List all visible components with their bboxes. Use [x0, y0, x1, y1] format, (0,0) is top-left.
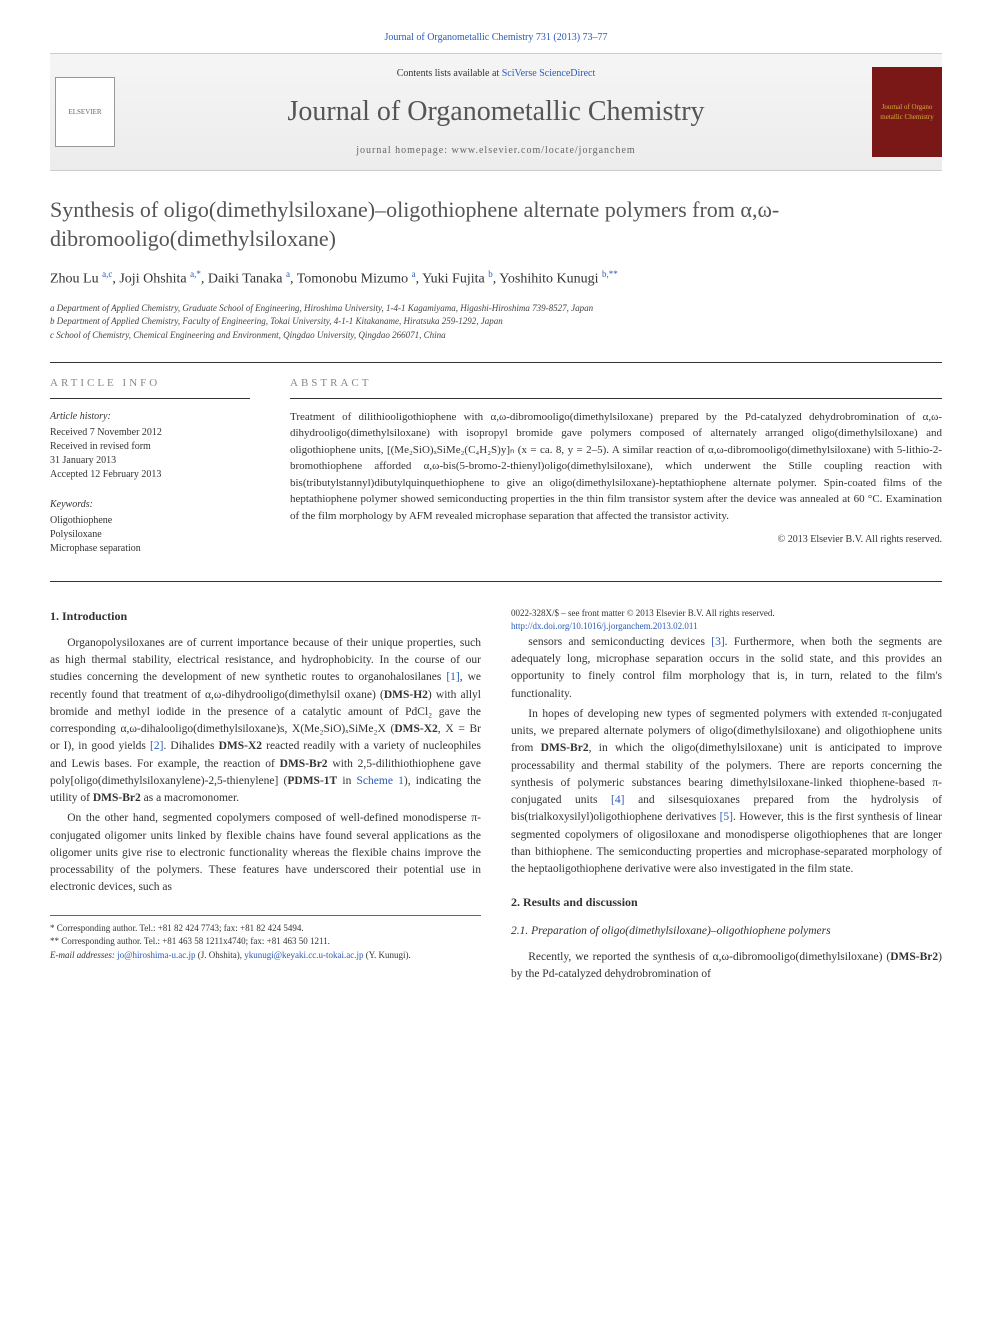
abstract-text: Treatment of dilithiooligothiophene with…	[290, 409, 942, 525]
keyword-3: Microphase separation	[50, 542, 250, 556]
footnote-corr-2: ** Corresponding author. Tel.: +81 463 5…	[50, 935, 481, 949]
journal-citation: Journal of Organometallic Chemistry 731 …	[50, 30, 942, 45]
body-two-column: 1. Introduction Organopolysiloxanes are …	[50, 607, 942, 983]
keywords-label: Keywords:	[50, 497, 250, 512]
sciencedirect-link[interactable]: SciVerse ScienceDirect	[502, 68, 596, 79]
article-title: Synthesis of oligo(dimethylsiloxane)–oli…	[50, 196, 942, 253]
footnote-corr-1: * Corresponding author. Tel.: +81 82 424…	[50, 922, 481, 936]
info-abstract-row: ARTICLE INFO Article history: Received 7…	[50, 375, 942, 556]
affiliation-list: a Department of Applied Chemistry, Gradu…	[50, 302, 942, 343]
publisher-logo-region: ELSEVIER	[50, 72, 120, 152]
footer-meta: 0022-328X/$ – see front matter © 2013 El…	[511, 607, 942, 634]
journal-homepage: journal homepage: www.elsevier.com/locat…	[120, 143, 872, 158]
author-list: Zhou Lu a,c, Joji Ohshita a,*, Daiki Tan…	[50, 268, 942, 290]
intro-para-3: sensors and semiconducting devices [3]. …	[511, 634, 942, 703]
body-divider	[50, 581, 942, 582]
abstract-column: ABSTRACT Treatment of dilithiooligothiop…	[290, 375, 942, 556]
intro-para-4: In hopes of developing new types of segm…	[511, 706, 942, 879]
corresponding-author-footnotes: * Corresponding author. Tel.: +81 82 424…	[50, 915, 481, 963]
intro-para-2: On the other hand, segmented copolymers …	[50, 810, 481, 896]
journal-name: Journal of Organometallic Chemistry	[120, 91, 872, 133]
intro-para-1: Organopolysiloxanes are of current impor…	[50, 635, 481, 808]
article-info-column: ARTICLE INFO Article history: Received 7…	[50, 375, 250, 556]
article-history-label: Article history:	[50, 409, 250, 424]
journal-cover-thumbnail[interactable]: Journal of Organo metallic Chemistry	[872, 67, 942, 157]
affiliation-b: b Department of Applied Chemistry, Facul…	[50, 315, 942, 329]
elsevier-logo[interactable]: ELSEVIER	[55, 77, 115, 147]
contents-available: Contents lists available at SciVerse Sci…	[120, 66, 872, 81]
history-accepted: Accepted 12 February 2013	[50, 468, 250, 482]
section-1-heading: 1. Introduction	[50, 607, 481, 625]
doi-link[interactable]: http://dx.doi.org/10.1016/j.jorganchem.2…	[511, 621, 698, 631]
banner-center: Contents lists available at SciVerse Sci…	[120, 66, 872, 158]
article-info-heading: ARTICLE INFO	[50, 375, 250, 399]
footnote-emails: E-mail addresses: jo@hiroshima-u.ac.jp (…	[50, 949, 481, 963]
keyword-1: Oligothiophene	[50, 514, 250, 528]
abstract-heading: ABSTRACT	[290, 375, 942, 399]
issn-line: 0022-328X/$ – see front matter © 2013 El…	[511, 607, 942, 621]
email-link-1[interactable]: jo@hiroshima-u.ac.jp	[117, 950, 195, 960]
section-2-1-heading: 2.1. Preparation of oligo(dimethylsiloxa…	[511, 923, 942, 940]
email-link-2[interactable]: ykunugi@keyaki.cc.u-tokai.ac.jp	[244, 950, 363, 960]
history-received: Received 7 November 2012	[50, 426, 250, 440]
section-2-heading: 2. Results and discussion	[511, 893, 942, 911]
results-para-1: Recently, we reported the synthesis of α…	[511, 949, 942, 984]
history-revised-1: Received in revised form	[50, 440, 250, 454]
abstract-copyright: © 2013 Elsevier B.V. All rights reserved…	[290, 532, 942, 547]
journal-banner: ELSEVIER Contents lists available at Sci…	[50, 53, 942, 171]
email-name-2: (Y. Kunugi).	[363, 950, 410, 960]
affiliation-a: a Department of Applied Chemistry, Gradu…	[50, 302, 942, 316]
history-revised-2: 31 January 2013	[50, 454, 250, 468]
email-name-1: (J. Ohshita),	[195, 950, 244, 960]
contents-prefix: Contents lists available at	[397, 68, 502, 79]
affiliation-c: c School of Chemistry, Chemical Engineer…	[50, 329, 942, 343]
section-divider	[50, 362, 942, 363]
email-label: E-mail addresses:	[50, 950, 117, 960]
keyword-2: Polysiloxane	[50, 528, 250, 542]
